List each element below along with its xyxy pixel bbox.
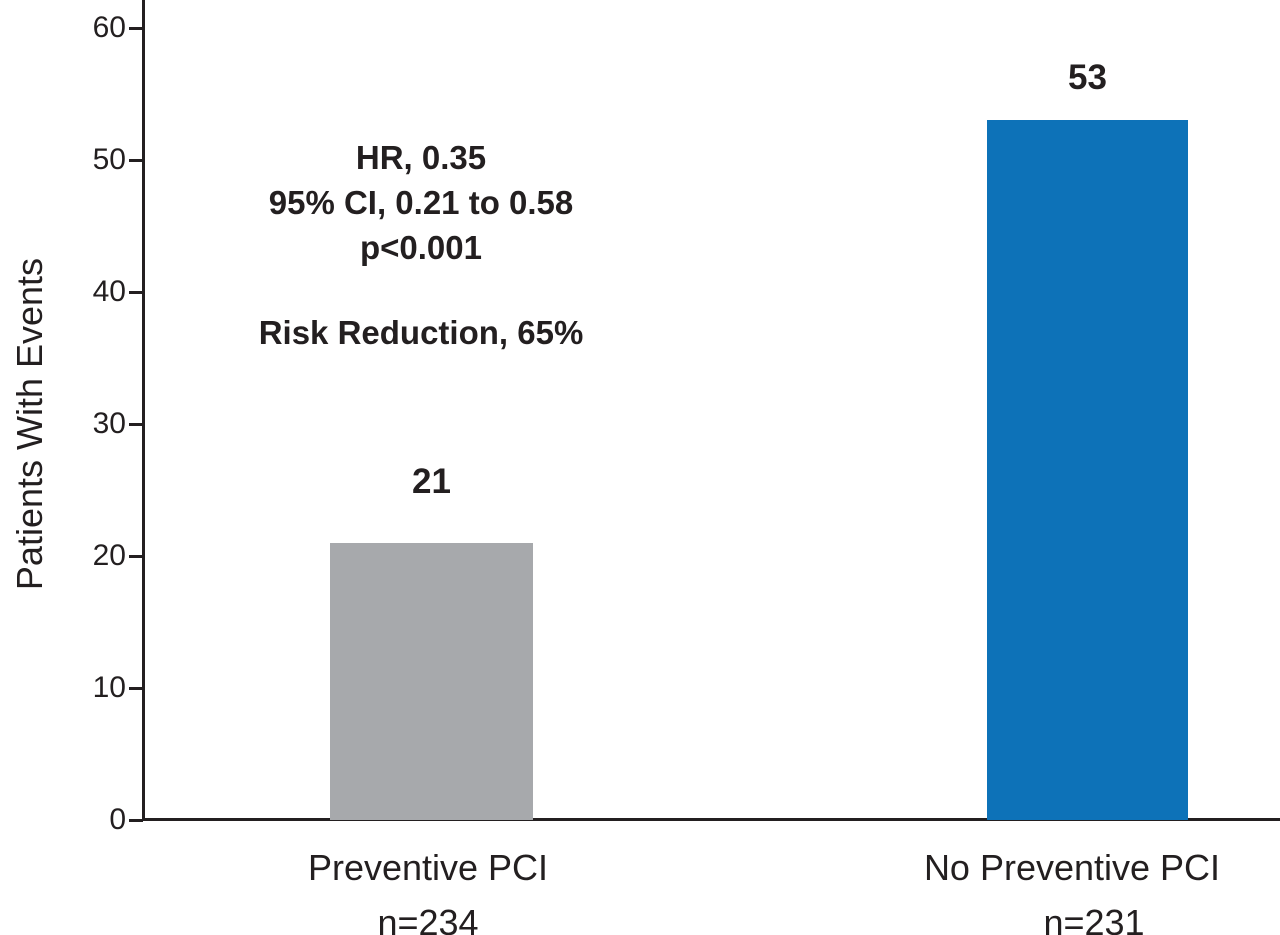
bar-value-label-no-preventive-pci: 53	[1068, 58, 1107, 97]
y-tick-label: 60	[92, 11, 126, 44]
y-tick-mark	[129, 26, 143, 30]
n-label-no-preventive-pci: n=231	[1043, 902, 1145, 935]
category-label-preventive-pci: Preventive PCI	[307, 847, 549, 888]
y-tick-label: 10	[92, 671, 126, 704]
y-tick-label: 30	[92, 407, 126, 440]
p-value-line: p<0.001	[359, 229, 482, 266]
y-tick-mark	[129, 158, 143, 162]
stats-annotation: HR, 0.35 95% CI, 0.21 to 0.58 p<0.001 Ri…	[121, 135, 721, 355]
y-tick-mark	[129, 818, 143, 822]
category-label-no-preventive-pci: No Preventive PCI	[923, 847, 1221, 888]
y-tick-mark	[129, 554, 143, 558]
bar-no-preventive-pci	[987, 120, 1188, 820]
y-tick-label: 0	[109, 803, 126, 836]
y-tick-mark	[129, 422, 143, 426]
x-axis-line	[142, 818, 1280, 821]
y-tick-mark	[129, 686, 143, 690]
y-tick-label: 20	[92, 539, 126, 572]
n-label-preventive-pci: n=234	[377, 902, 479, 935]
bar-preventive-pci	[330, 542, 533, 820]
y-tick-label: 50	[92, 143, 126, 176]
y-axis-line	[142, 0, 145, 821]
y-tick-mark	[129, 290, 143, 294]
hazard-ratio-line: HR, 0.35	[355, 139, 487, 176]
confidence-interval-line: 95% CI, 0.21 to 0.58	[268, 184, 574, 221]
y-tick-label: 40	[92, 275, 126, 308]
risk-reduction-line: Risk Reduction, 65%	[258, 314, 584, 351]
bar-value-label-preventive-pci: 21	[412, 462, 451, 501]
